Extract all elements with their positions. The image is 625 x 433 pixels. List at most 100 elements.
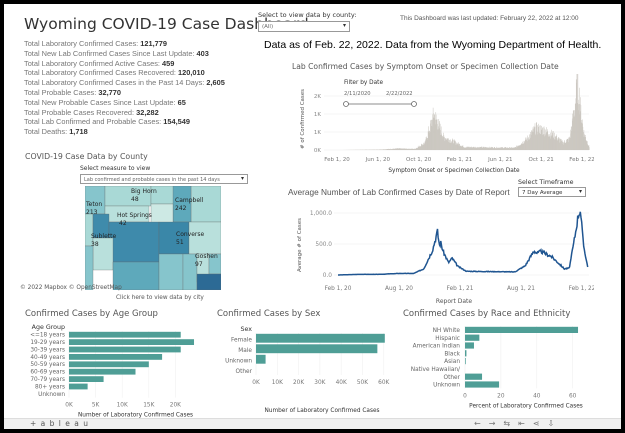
histogram-bar [548,136,549,150]
report-chart: 0.0 500.0 1,000.0 Feb 1, 20 Aug 1, 20 Feb 1, … [297,211,594,305]
histogram-bar [502,147,504,150]
histogram-bar [491,147,493,150]
histogram-bar [433,113,434,150]
county-shape[interactable] [112,261,160,290]
histogram-bar [394,148,395,150]
county-shape[interactable] [158,253,184,290]
histogram-bar [441,135,443,150]
histogram-bar [446,138,448,150]
category-label: Unknown [38,392,65,398]
y-tick-label: 500.0 [315,242,332,248]
histogram-bar [563,143,564,150]
histogram-bar [465,147,467,150]
histogram-bar [395,148,396,150]
histogram-bar [445,138,447,150]
county-select-value: (All) [262,24,274,30]
histogram-bar [517,145,519,150]
histogram-bar [503,147,505,150]
histogram-bar [462,145,464,150]
histogram-bar [392,148,393,150]
county-select[interactable]: (All) ▾ [258,21,350,32]
county-shape[interactable] [85,245,94,290]
histogram-bar [518,145,520,150]
histogram-bar [532,131,533,150]
histogram-bar [401,148,402,150]
histogram-bar [436,119,438,150]
histogram-bar [442,138,443,150]
histogram-bar [540,125,541,150]
revert-icon[interactable]: ⇆ [503,419,519,428]
histogram-bar [486,147,487,150]
city-data-link[interactable]: Click here to view data by city [116,295,204,301]
histogram-bar [514,147,516,150]
histogram-bar [457,142,459,150]
histogram-bar [554,139,556,150]
slider-start-handle[interactable] [343,101,349,107]
category-label: Male [238,348,252,354]
x-tick-label: 60 [569,393,577,399]
redo-icon[interactable]: → [488,419,504,428]
histogram-bar [426,139,428,150]
histogram-bar [411,148,413,150]
histogram-bar [545,129,546,150]
histogram-bar [539,133,541,150]
histogram-bar [540,125,542,150]
histogram-bar [484,147,485,150]
histogram-bar [505,148,507,150]
histogram-bar [519,145,521,150]
histogram-bar [430,120,431,150]
undo-icon[interactable]: ← [474,419,489,428]
histogram-bar [389,149,391,150]
data-source-banner: Data as of Feb. 22, 2022. Data from the … [264,39,602,51]
county-shape[interactable] [158,221,190,255]
histogram-bar [483,146,485,150]
histogram-bar [561,141,563,150]
footer-toolbar: ←→⇆⇤⋖⇩ [474,419,562,428]
download-icon[interactable]: ⇩ [547,419,563,428]
category-label: Asian [444,359,460,365]
histogram-bar [546,131,548,150]
histogram-bar [468,146,469,150]
county-shape[interactable] [108,221,160,263]
histogram-bar [397,148,399,150]
share-icon[interactable]: ⋖ [532,419,548,428]
histogram-bar [427,137,428,150]
histogram-bar [469,147,470,150]
histogram-bar [408,148,409,150]
stat-line: Total Laboratory Confirmed Cases: 121,77… [24,39,225,49]
histogram-bar [406,148,408,150]
pause-icon[interactable]: ⇤ [518,419,533,428]
histogram-bar [419,147,420,150]
histogram-bar [458,143,459,150]
map-attribution[interactable]: © 2022 Mapbox © OpenStreetMap [20,285,122,291]
histogram-bar [382,149,384,150]
histogram-bar [536,122,537,150]
slider-end-handle[interactable] [411,101,417,107]
histogram-bar [527,141,528,150]
histogram-bar [445,139,447,150]
histogram-bar [524,142,525,150]
histogram-bar [428,131,429,150]
histogram-bar [451,141,452,150]
histogram-bar [455,140,456,150]
county-name: Big Horn [131,188,157,195]
county-name: Campbell [175,197,204,204]
histogram-bar [526,140,527,150]
measure-select[interactable]: Lab confirmed and probable cases in the … [80,174,248,184]
county-shape[interactable] [190,186,221,223]
histogram-bar [467,147,468,150]
histogram-bar [585,137,586,150]
histogram-bar [414,148,415,150]
histogram-bar [409,149,410,150]
histogram-bar [485,146,486,150]
histogram-bar [532,129,533,150]
county-shape[interactable] [172,186,192,223]
histogram-bar [408,148,410,150]
histogram-bar [487,147,489,150]
county-shape[interactable] [188,221,221,255]
county-shape[interactable] [196,273,221,290]
histogram-bar [479,148,480,150]
histogram-bar [448,142,450,150]
timeframe-select[interactable]: 7 Day Average ▾ [518,187,586,197]
